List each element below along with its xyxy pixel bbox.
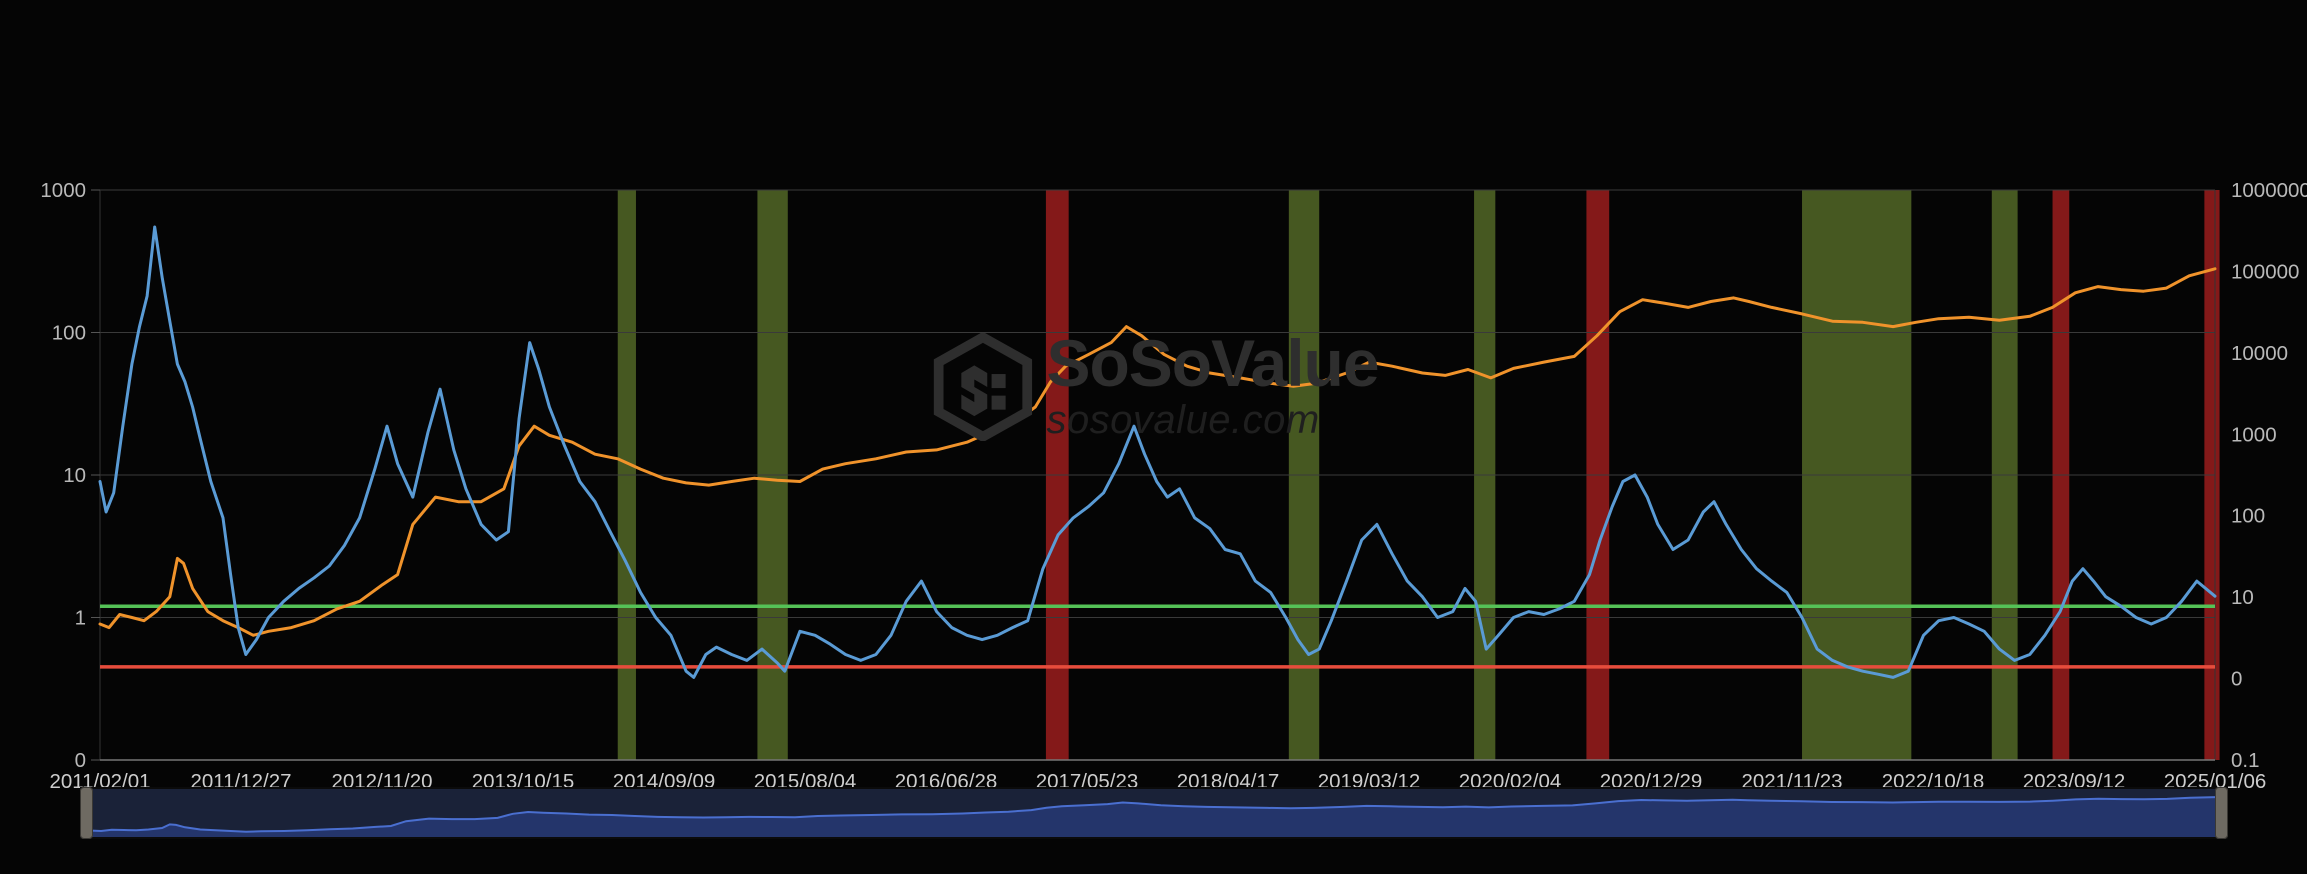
y-axis-right-tick-6: 0 [2231, 668, 2242, 691]
chart-plot-area[interactable]: 1000 100 10 1 0 1000000 100000 10000 1000 100 10 0 0… [0, 0, 2307, 800]
y-axis-right-tick-0: 1000000 [2231, 179, 2307, 202]
y-axis-left-tick-2: 10 [63, 464, 86, 487]
y-axis-right-tick-5: 10 [2231, 586, 2254, 609]
y-axis-right-tick-1: 100000 [2231, 260, 2299, 283]
minimap-area [92, 797, 2216, 837]
chart-svg: 1000100101010000001000001000010001001000… [0, 0, 2307, 800]
y-axis-right-tick-3: 1000 [2231, 423, 2277, 446]
plot-background [0, 0, 2307, 800]
range-slider-track[interactable] [92, 789, 2216, 837]
y-axis-right-tick-2: 10000 [2231, 342, 2288, 365]
range-slider-right-handle[interactable] [2215, 787, 2228, 839]
range-slider-preview [92, 796, 2216, 837]
range-slider-left-handle[interactable] [80, 787, 93, 839]
y-axis-left-tick-1: 100 [52, 322, 86, 345]
y-axis-right-tick-4: 100 [2231, 505, 2265, 528]
y-axis-left-tick-4: 0 [75, 749, 86, 772]
y-axis-left-tick-0: 1000 [40, 179, 86, 202]
series-line-btc-price [98, 267, 2217, 637]
series-line-ahr999 [98, 225, 2217, 679]
range-slider[interactable] [80, 787, 2228, 839]
minimap-line [92, 796, 2216, 833]
y-axis-right-tick-7: 0.1 [2231, 749, 2260, 772]
y-axis-left-tick-3: 1 [75, 607, 86, 630]
